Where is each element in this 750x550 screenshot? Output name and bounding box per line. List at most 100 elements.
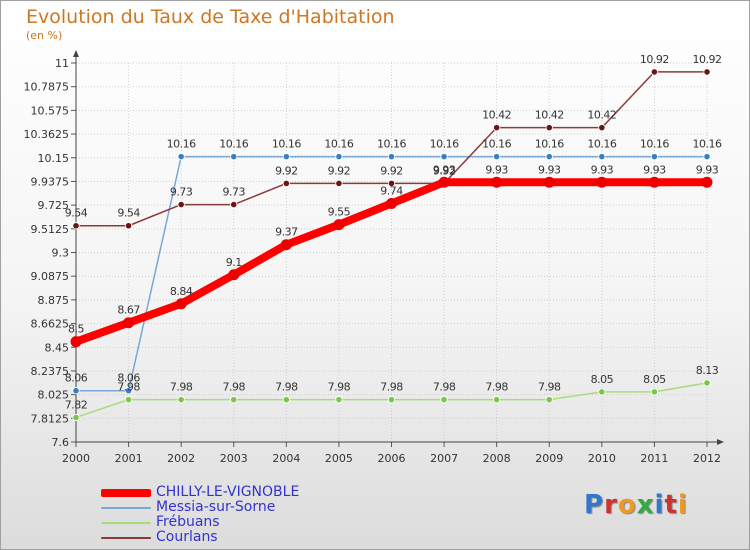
x-tick-label: 2004: [272, 452, 300, 465]
data-label: 9.92: [380, 164, 403, 177]
data-label: 9.93: [485, 163, 508, 176]
data-point: [123, 317, 135, 329]
y-tick-label: 8.45: [45, 341, 70, 354]
data-point: [124, 387, 133, 395]
data-label: 9.54: [65, 207, 88, 220]
data-point: [177, 200, 185, 209]
data-point: [335, 179, 343, 187]
x-tick-label: 2001: [115, 452, 143, 465]
data-point: [545, 124, 553, 132]
data-label: 10.16: [482, 138, 511, 151]
data-label: 9.93: [591, 163, 614, 176]
data-point: [596, 176, 608, 188]
x-axis-arrow: [717, 439, 724, 445]
data-label: 9.93: [643, 163, 666, 176]
data-label: 9.92: [275, 164, 298, 177]
y-tick-label: 9.3: [52, 247, 70, 260]
data-point: [282, 396, 290, 404]
data-point: [70, 336, 82, 348]
legend-swatch: [101, 489, 151, 497]
data-label: 7.98: [275, 381, 298, 394]
data-point: [440, 153, 448, 161]
y-tick-label: 9.9375: [31, 175, 70, 188]
data-label: 10.16: [377, 138, 406, 151]
x-tick-label: 2008: [483, 452, 511, 465]
data-label: 10.16: [535, 138, 564, 151]
data-label: 9.37: [275, 226, 298, 239]
data-point: [703, 379, 711, 387]
data-point: [545, 396, 553, 404]
x-tick-label: 2005: [325, 452, 353, 465]
data-label: 8.05: [591, 373, 614, 386]
data-label: 9.93: [538, 163, 561, 176]
data-label: 7.98: [433, 381, 456, 394]
data-point: [335, 153, 343, 161]
data-point: [598, 124, 606, 132]
data-point: [230, 396, 238, 404]
chart-title: Evolution du Taux de Taxe d'Habitation: [26, 6, 395, 28]
data-point: [493, 396, 501, 404]
data-point: [335, 396, 343, 404]
chart-unit-label: (en %): [26, 29, 63, 42]
data-point: [230, 153, 238, 161]
data-point: [387, 179, 396, 187]
x-tick-label: 2003: [220, 452, 248, 465]
data-label: 7.98: [538, 381, 561, 394]
y-tick-label: 10.7875: [24, 81, 70, 94]
y-tick-label: 7.6: [52, 436, 70, 449]
data-label: 8.05: [643, 373, 666, 386]
data-label: 8.06: [117, 372, 140, 385]
data-point: [230, 200, 238, 209]
data-label: 10.16: [272, 138, 301, 151]
data-point: [438, 176, 450, 188]
data-point: [703, 153, 711, 161]
data-label: 9.73: [170, 186, 193, 199]
data-point: [124, 222, 133, 230]
x-tick-label: 2002: [167, 452, 195, 465]
legend-swatch: [101, 522, 151, 524]
data-label: 10.92: [693, 53, 722, 66]
data-point: [701, 176, 713, 188]
data-label: 9.92: [433, 164, 456, 177]
y-tick-label: 7.8125: [31, 412, 70, 425]
data-point: [333, 219, 345, 231]
data-label: 9.93: [433, 163, 456, 176]
data-label: 7.98: [223, 381, 246, 394]
data-label: 10.42: [587, 109, 616, 122]
data-point: [598, 388, 606, 396]
data-label: 9.73: [223, 186, 246, 199]
data-point: [545, 153, 553, 161]
data-label: 8.06: [65, 372, 88, 385]
y-tick-label: 8.2375: [31, 365, 70, 378]
data-point: [650, 68, 659, 76]
data-point: [598, 153, 606, 161]
data-point: [228, 269, 240, 281]
legend-label: Frébuans: [156, 514, 220, 530]
data-label: 8.13: [696, 364, 719, 377]
data-point: [177, 396, 185, 404]
data-point: [282, 153, 290, 161]
y-tick-label: 9.0875: [31, 270, 70, 283]
data-point: [493, 124, 501, 132]
data-label: 10.16: [219, 138, 248, 151]
data-point: [650, 153, 659, 161]
legend-label: Messia-sur-Sorne: [156, 499, 276, 515]
data-label: 8.5: [68, 323, 84, 336]
data-point: [124, 396, 133, 404]
y-tick-label: 10.15: [38, 152, 70, 165]
data-point: [650, 388, 659, 396]
data-point: [280, 239, 292, 251]
x-tick-label: 2011: [640, 452, 668, 465]
data-label: 8.84: [170, 285, 193, 298]
data-label: 7.98: [328, 381, 351, 394]
data-point: [72, 222, 80, 230]
x-tick-label: 2000: [62, 452, 90, 465]
data-point: [72, 387, 80, 395]
data-point: [387, 396, 396, 404]
data-label: 9.93: [696, 163, 719, 176]
data-label: 10.16: [167, 138, 196, 151]
data-label: 7.98: [170, 381, 193, 394]
x-tick-label: 2007: [430, 452, 458, 465]
